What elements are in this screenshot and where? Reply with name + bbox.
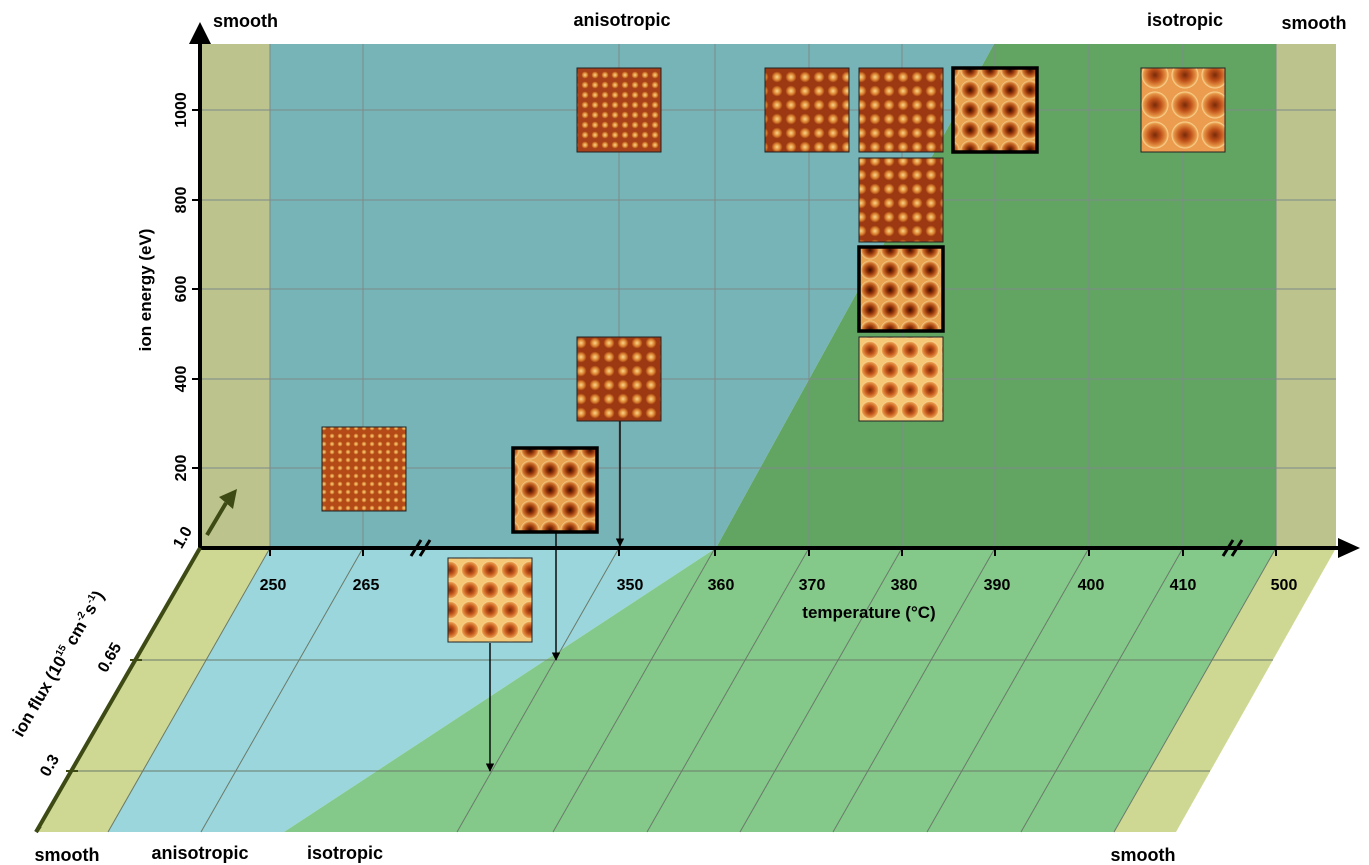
afm-images [321,66,1226,643]
x-tick-labels: 250 265 350 360 370 380 390 400 410 500 [260,577,1298,594]
wall-smooth-left [200,44,270,548]
x-tick-label: 400 [1078,577,1105,594]
x-axis-break-left-icon [409,539,432,557]
floor-isotropic [284,548,1276,832]
afm-image-highlighted [857,245,945,333]
x-tick-label: 500 [1271,577,1298,594]
label-anisotropic-top: anisotropic [573,10,670,30]
flux-direction-arrow-icon [219,489,237,509]
y-axis-title: ion energy (eV) [136,229,155,352]
label-anisotropic-bottom: anisotropic [151,843,248,863]
y-tick-label: 200 [173,455,190,482]
z-tick-label: 0.3 [37,752,63,780]
x-tick-label: 250 [260,577,287,594]
y-tick-label: 600 [173,276,190,303]
x-axis-break-right-icon [1221,539,1244,557]
x-tick-label: 410 [1170,577,1197,594]
label-smooth-top-right: smooth [1282,13,1347,33]
wall-anisotropic [270,44,994,548]
back-wall [200,44,1336,548]
afm-image [858,157,944,243]
y-tick-label: 800 [173,187,190,214]
afm-image [447,557,533,643]
x-axis-title: temperature (°C) [802,603,935,622]
floor-smooth-left [36,548,270,832]
afm-image [321,426,407,512]
floor-smooth-right [1114,548,1336,832]
afm-image [858,67,944,153]
afm-image [576,67,662,153]
floor-grid [74,547,1277,833]
label-smooth-bottom-right: smooth [1111,845,1176,865]
y-axis-arrow-icon [189,22,211,44]
floor-plane [36,547,1336,833]
y-axis-tick-marks [192,109,200,469]
y-tick-labels: 200 400 600 800 1000 [173,92,190,481]
floor-anisotropic [108,548,716,832]
x-tick-label: 265 [353,577,380,594]
x-tick-label: 360 [708,577,735,594]
x-axis-arrow-icon [1338,538,1360,558]
x-tick-label: 350 [617,577,644,594]
z-axis-title: ion flux (1015 cm-2s-1) [9,588,108,740]
z-axis-front-line [34,824,42,834]
label-isotropic-top: isotropic [1147,10,1223,30]
z-axis-line [34,546,202,834]
flux-direction-arrow [205,501,228,537]
wall-smooth-right [1276,44,1336,548]
afm-image [858,336,944,422]
afm-image-highlighted [511,446,599,534]
label-smooth-bottom-left: smooth [35,845,100,865]
label-smooth-top-left: smooth [213,11,278,31]
x-axis-tick-marks [269,548,1277,556]
afm-image [764,67,850,153]
z-axis-title-main: ion flux (10 [9,653,70,740]
x-tick-label: 380 [891,577,918,594]
axes [34,22,1360,834]
y-tick-label: 1000 [173,92,190,128]
y-tick-label: 400 [173,366,190,393]
afm-image-highlighted [951,66,1039,154]
afm-image [576,336,662,422]
x-tick-label: 370 [799,577,826,594]
z-axis-title-exp1: 15 [54,643,69,659]
z-tick-label: 1.0 [170,524,196,552]
label-isotropic-bottom: isotropic [307,843,383,863]
z-tick-label: 0.65 [95,640,125,676]
x-tick-label: 390 [984,577,1011,594]
wall-isotropic [716,44,1276,548]
afm-image [1140,67,1226,153]
projection-arrows [485,421,625,772]
